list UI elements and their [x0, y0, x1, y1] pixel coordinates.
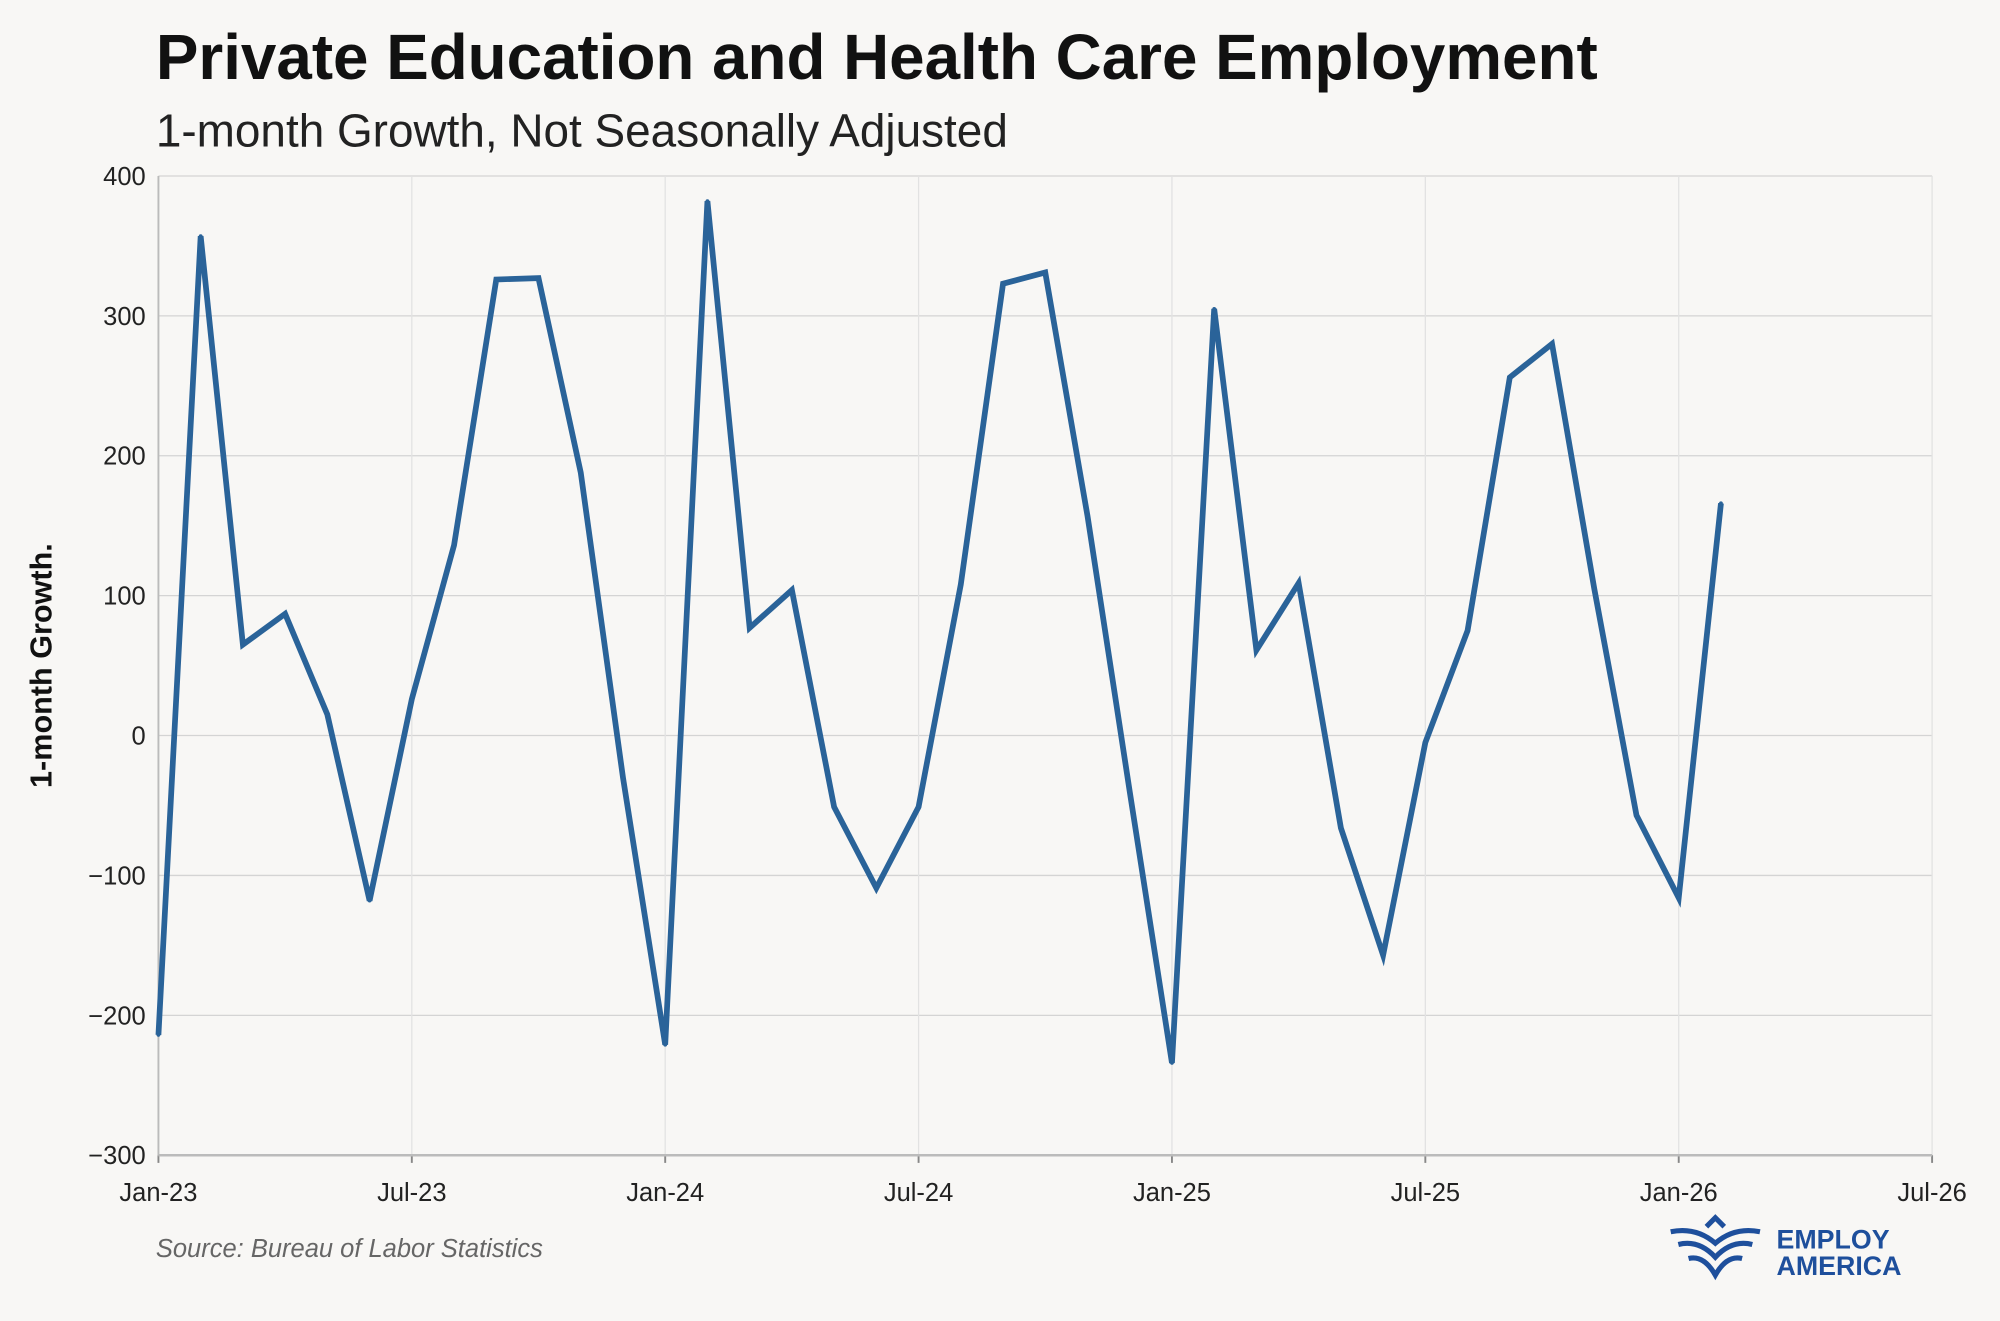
- data-point: [536, 276, 541, 281]
- x-tick-label: Jul-24: [884, 1179, 953, 1207]
- gridlines: [157, 175, 1934, 1163]
- data-point: [705, 199, 710, 204]
- data-point: [663, 1042, 668, 1047]
- x-tick-label: Jul-26: [1897, 1179, 1966, 1207]
- series-layer: [155, 199, 1724, 1065]
- data-point: [1254, 648, 1259, 653]
- chart-title: Private Education and Health Care Employ…: [156, 21, 1598, 93]
- y-axis-label: 1-month Growth.: [24, 543, 58, 788]
- y-tick-label: −300: [88, 1142, 145, 1170]
- y-tick-labels: 400 300 200 100 0 −100 −200 −300: [88, 163, 145, 1170]
- data-point: [409, 697, 414, 702]
- data-point: [198, 234, 203, 239]
- y-tick-label: 400: [103, 163, 146, 191]
- data-point: [1634, 813, 1639, 818]
- data-point: [1507, 375, 1512, 380]
- chart-subtitle: 1-month Growth, Not Seasonally Adjusted: [156, 105, 1008, 157]
- data-point: [789, 588, 794, 592]
- x-tick-labels: Jan-23 Jul-23 Jan-24 Jul-24 Jan-25 Jul-25 Jan-…: [119, 1179, 1966, 1207]
- data-point: [1085, 513, 1090, 518]
- data-point: [1296, 581, 1301, 585]
- series-line: [155, 200, 1724, 1064]
- logo-mark-icon: [1670, 1214, 1761, 1281]
- data-point: [916, 804, 921, 809]
- data-point: [1719, 501, 1723, 506]
- x-tick-label: Jan-25: [1133, 1179, 1211, 1207]
- data-point: [367, 898, 372, 903]
- y-tick-label: −200: [88, 1002, 145, 1030]
- y-tick-label: 200: [103, 443, 146, 471]
- data-point: [1212, 306, 1217, 311]
- data-point: [1550, 341, 1554, 346]
- data-point: [1465, 628, 1470, 633]
- y-tick-label: −100: [88, 862, 145, 890]
- x-tick-label: Jul-25: [1391, 1179, 1460, 1207]
- data-point: [1381, 953, 1386, 958]
- x-tick-label: Jan-24: [626, 1179, 704, 1207]
- x-tick-label: Jan-23: [119, 1179, 197, 1207]
- logo-text-line1: EMPLOY: [1777, 1224, 1890, 1254]
- data-point: [283, 611, 288, 616]
- data-point: [1423, 740, 1428, 745]
- data-point: [832, 804, 837, 809]
- y-tick-label: 100: [103, 583, 146, 611]
- data-point: [1592, 586, 1597, 591]
- data-point: [1676, 895, 1681, 900]
- data-point: [452, 543, 456, 548]
- data-point: [1001, 281, 1005, 286]
- data-point: [621, 775, 625, 780]
- data-point: [1170, 1060, 1174, 1065]
- data-point: [578, 470, 583, 475]
- data-point: [747, 625, 752, 630]
- data-point: [1338, 825, 1343, 830]
- y-tick-label: 0: [131, 722, 145, 750]
- x-tick-label: Jan-26: [1640, 1179, 1718, 1207]
- data-point: [240, 642, 245, 647]
- data-point: [1043, 270, 1048, 275]
- x-tick-label: Jul-23: [377, 1179, 446, 1207]
- source-note: Source: Bureau of Labor Statistics: [156, 1235, 543, 1263]
- data-point: [494, 277, 499, 282]
- logo-text-line2: AMERICA: [1777, 1251, 1902, 1281]
- y-tick-label: 300: [103, 303, 146, 331]
- data-point: [1127, 789, 1132, 794]
- data-point: [874, 886, 879, 890]
- data-point: [958, 582, 963, 587]
- employ-america-logo: EMPLOY AMERICA: [1670, 1214, 1902, 1281]
- data-point: [156, 1033, 161, 1037]
- data-point: [325, 712, 330, 717]
